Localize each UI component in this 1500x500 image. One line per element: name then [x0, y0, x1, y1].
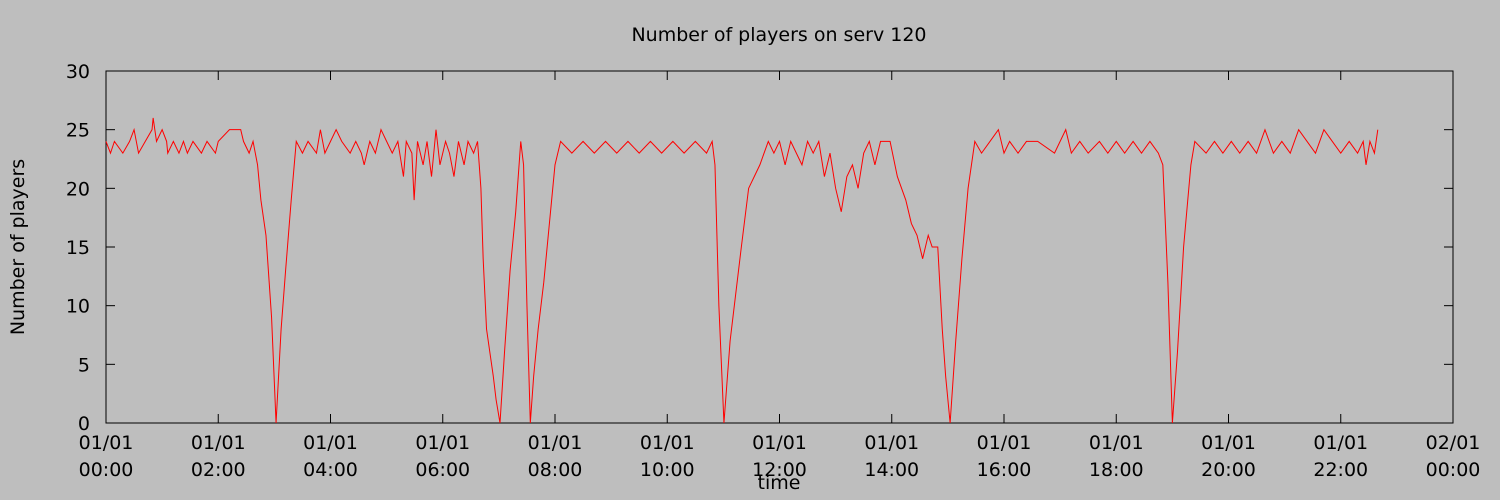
x-tick-label: 01/01 20:00 [1201, 432, 1256, 481]
data-line [105, 117, 1379, 424]
x-tick-label: 01/01 06:00 [415, 432, 470, 481]
x-tick-label: 01/01 02:00 [191, 432, 246, 481]
x-tick-label: 02/01 00:00 [1426, 432, 1481, 481]
y-tick-label: 0 [78, 413, 90, 435]
y-tick-label: 30 [66, 61, 90, 83]
x-tick-label: 01/01 08:00 [528, 432, 583, 481]
x-tick-label: 01/01 22:00 [1313, 432, 1368, 481]
y-tick-label: 5 [78, 354, 90, 376]
y-tick-label: 10 [66, 296, 90, 318]
x-tick-label: 01/01 18:00 [1089, 432, 1144, 481]
y-tick-label: 25 [66, 120, 90, 142]
x-tick-label: 01/01 14:00 [864, 432, 919, 481]
y-axis-label: Number of players [7, 159, 29, 335]
y-tick-label: 20 [66, 178, 90, 200]
y-tick-label: 15 [66, 237, 90, 259]
x-tick-label: 01/01 12:00 [752, 432, 807, 481]
chart-title: Number of players on serv 120 [631, 24, 926, 46]
x-tick-label: 01/01 00:00 [79, 432, 134, 481]
x-axis-label: time [758, 472, 801, 494]
x-tick-label: 01/01 16:00 [977, 432, 1032, 481]
x-tick-label: 01/01 10:00 [640, 432, 695, 481]
x-tick-label: 01/01 04:00 [303, 432, 358, 481]
